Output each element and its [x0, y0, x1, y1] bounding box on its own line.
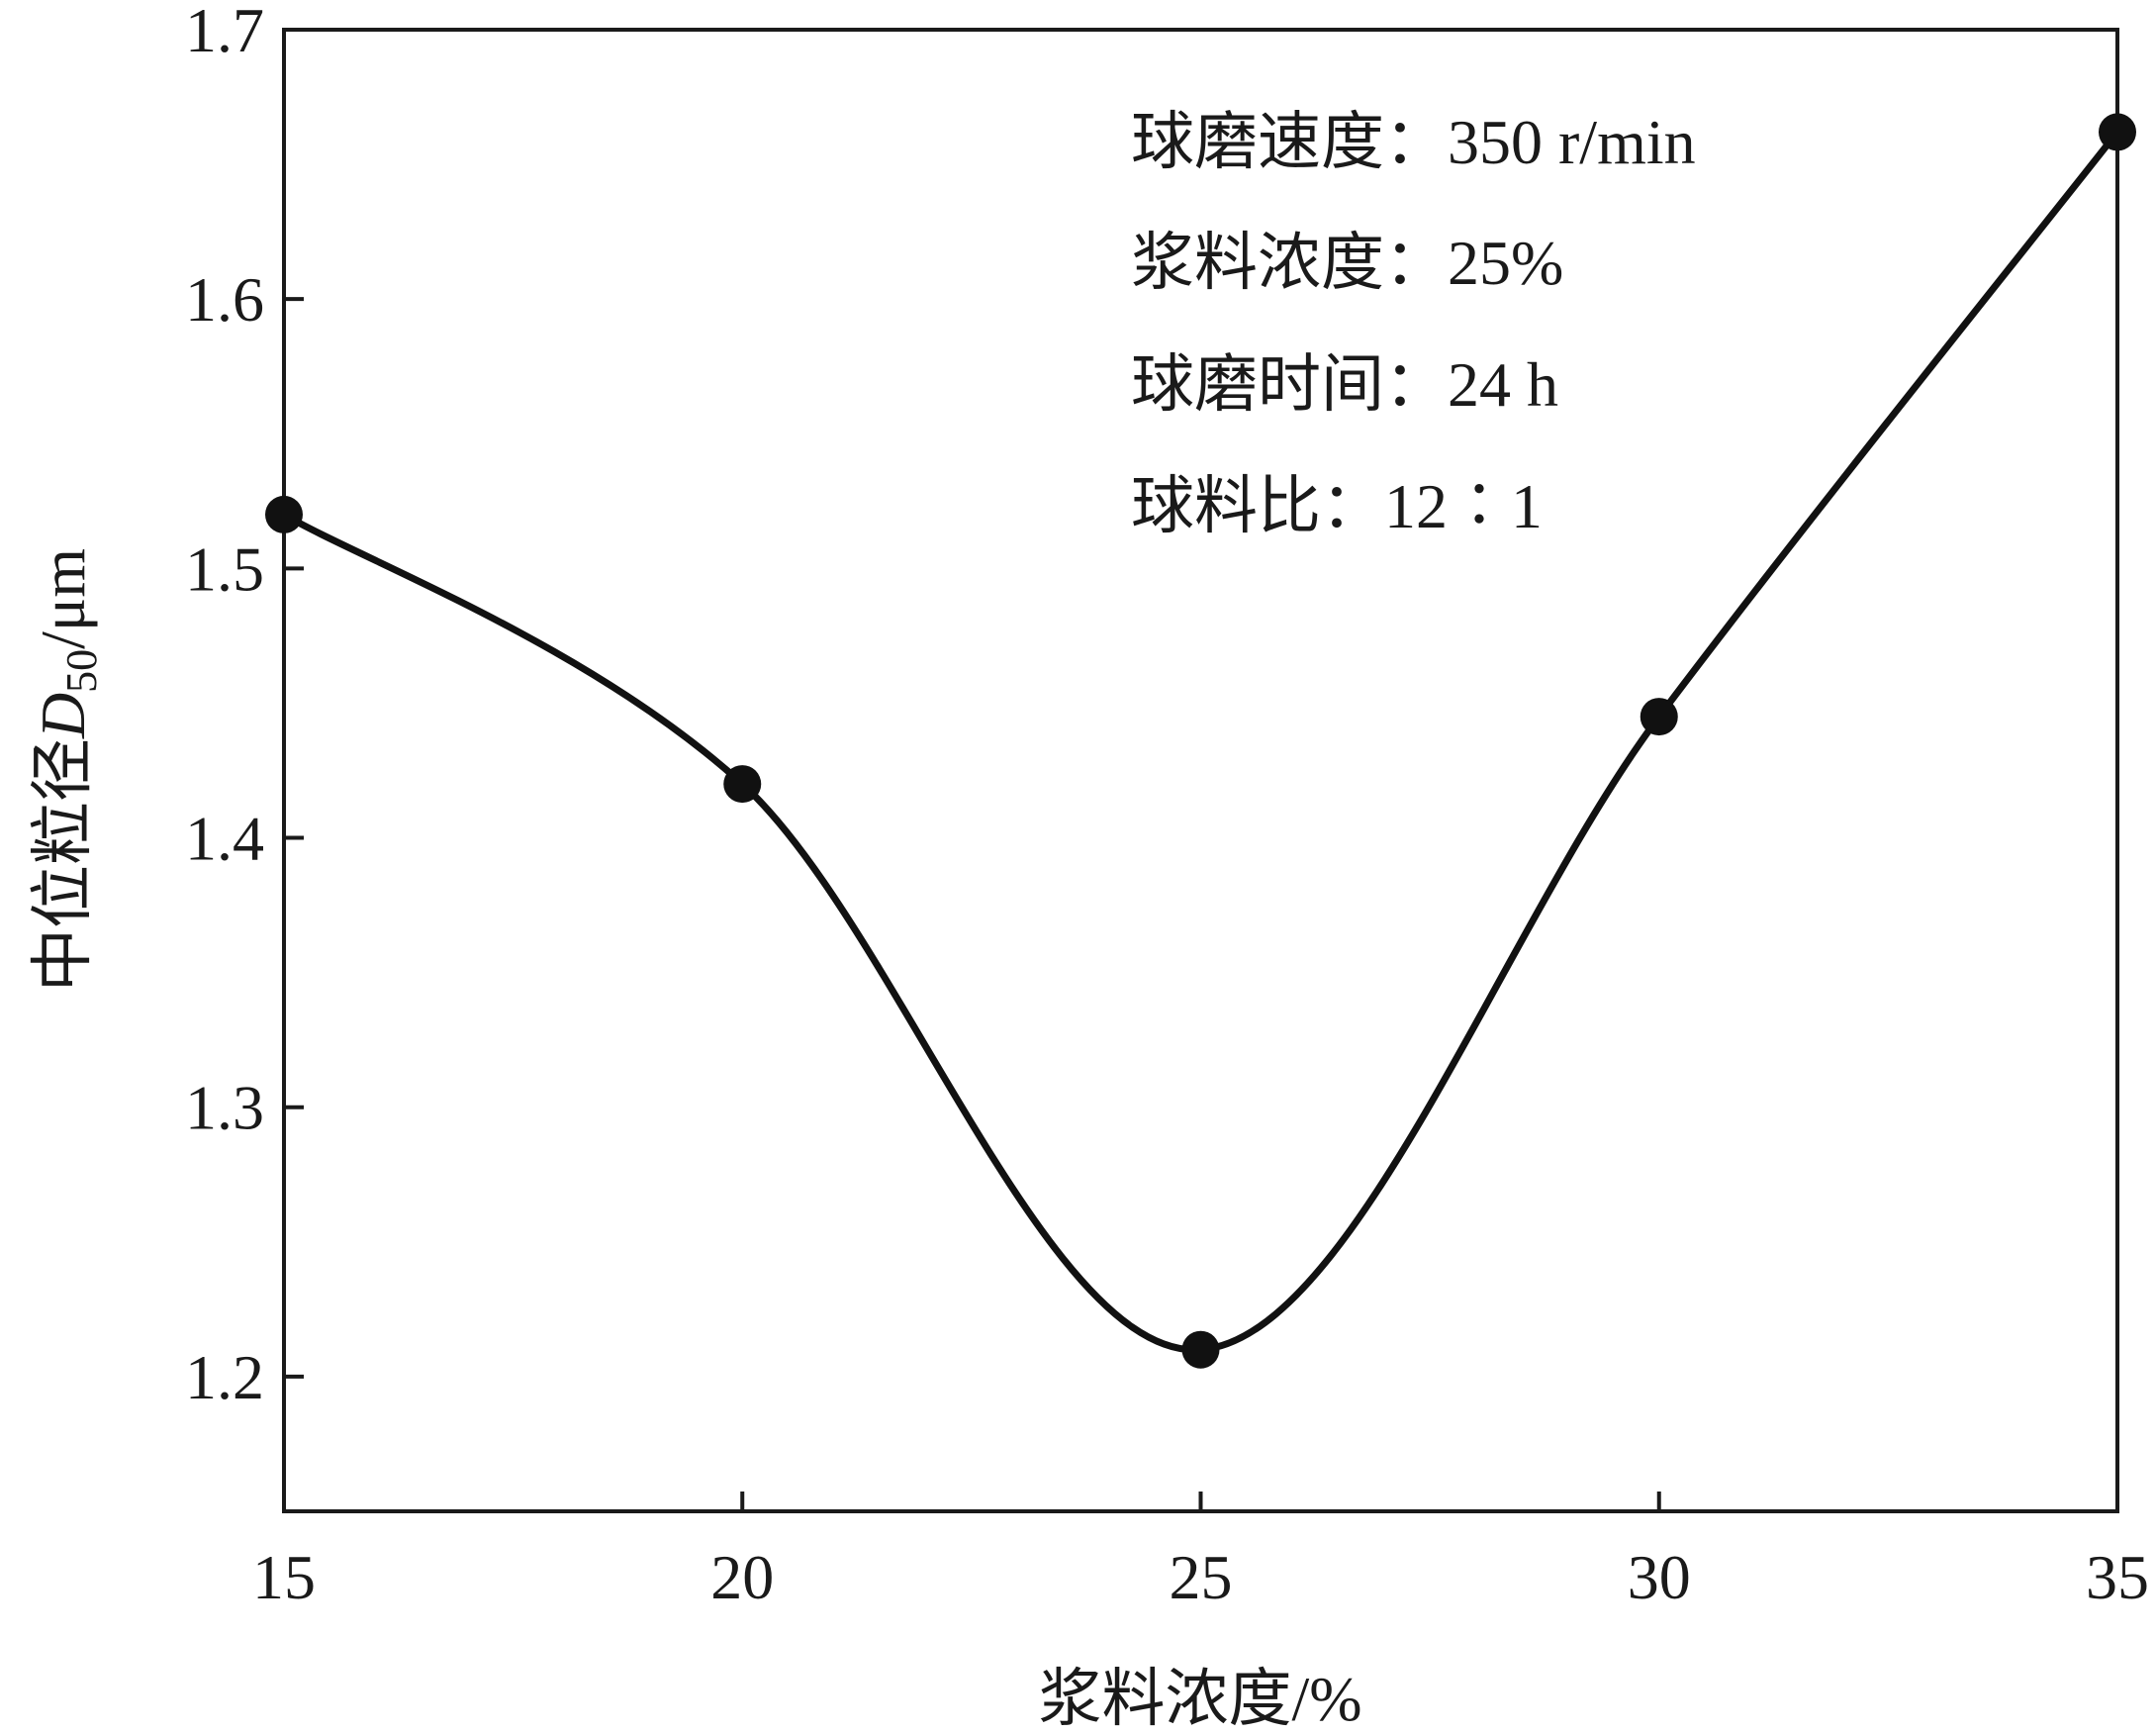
annotation-line-2: 浆料浓度：25% — [1131, 228, 1563, 298]
annotation-block: 球磨速度：350 r/min 浆料浓度：25% 球磨时间：24 h 球料比：12… — [1131, 107, 1696, 541]
annotation-line-3: 球磨时间：24 h — [1131, 349, 1558, 420]
x-axis-ticks: 15 20 25 30 35 — [252, 1492, 2149, 1612]
y-tick-label-5: 1.7 — [185, 0, 264, 65]
annotation-line-1: 球磨速度：350 r/min — [1131, 107, 1696, 177]
y-tick-label-0: 1.2 — [185, 1342, 264, 1412]
y-axis-label-unit: /μm — [28, 548, 98, 649]
data-point-3 — [1640, 698, 1678, 736]
x-tick-label-4: 35 — [2086, 1542, 2149, 1612]
data-markers — [265, 113, 2136, 1369]
y-tick-label-1: 1.3 — [185, 1073, 264, 1143]
x-axis-label: 浆料浓度/% — [1038, 1664, 1361, 1734]
y-tick-label-3: 1.5 — [185, 533, 264, 604]
y-tick-label-2: 1.4 — [185, 804, 264, 874]
y-axis-label: 中位粒径D50/μm — [28, 548, 106, 992]
y-axis-label-symbol: D — [28, 693, 98, 739]
x-tick-label-0: 15 — [252, 1542, 316, 1612]
x-tick-label-3: 30 — [1628, 1542, 1691, 1612]
data-point-2 — [1181, 1330, 1220, 1369]
data-point-4 — [2099, 113, 2136, 151]
annotation-line-4: 球料比：12∶1 — [1131, 471, 1543, 541]
x-tick-label-2: 25 — [1170, 1542, 1233, 1612]
data-point-1 — [723, 765, 762, 804]
y-tick-label-4: 1.6 — [185, 264, 264, 335]
y-axis-ticks: 1.2 1.3 1.4 1.5 1.6 1.7 — [185, 0, 304, 1412]
x-tick-label-1: 20 — [710, 1542, 774, 1612]
series-line — [280, 128, 2121, 1354]
y-axis-label-main: 中位粒径 — [28, 738, 98, 992]
data-point-0 — [265, 495, 303, 533]
y-axis-label-subscript: 50 — [57, 649, 106, 693]
